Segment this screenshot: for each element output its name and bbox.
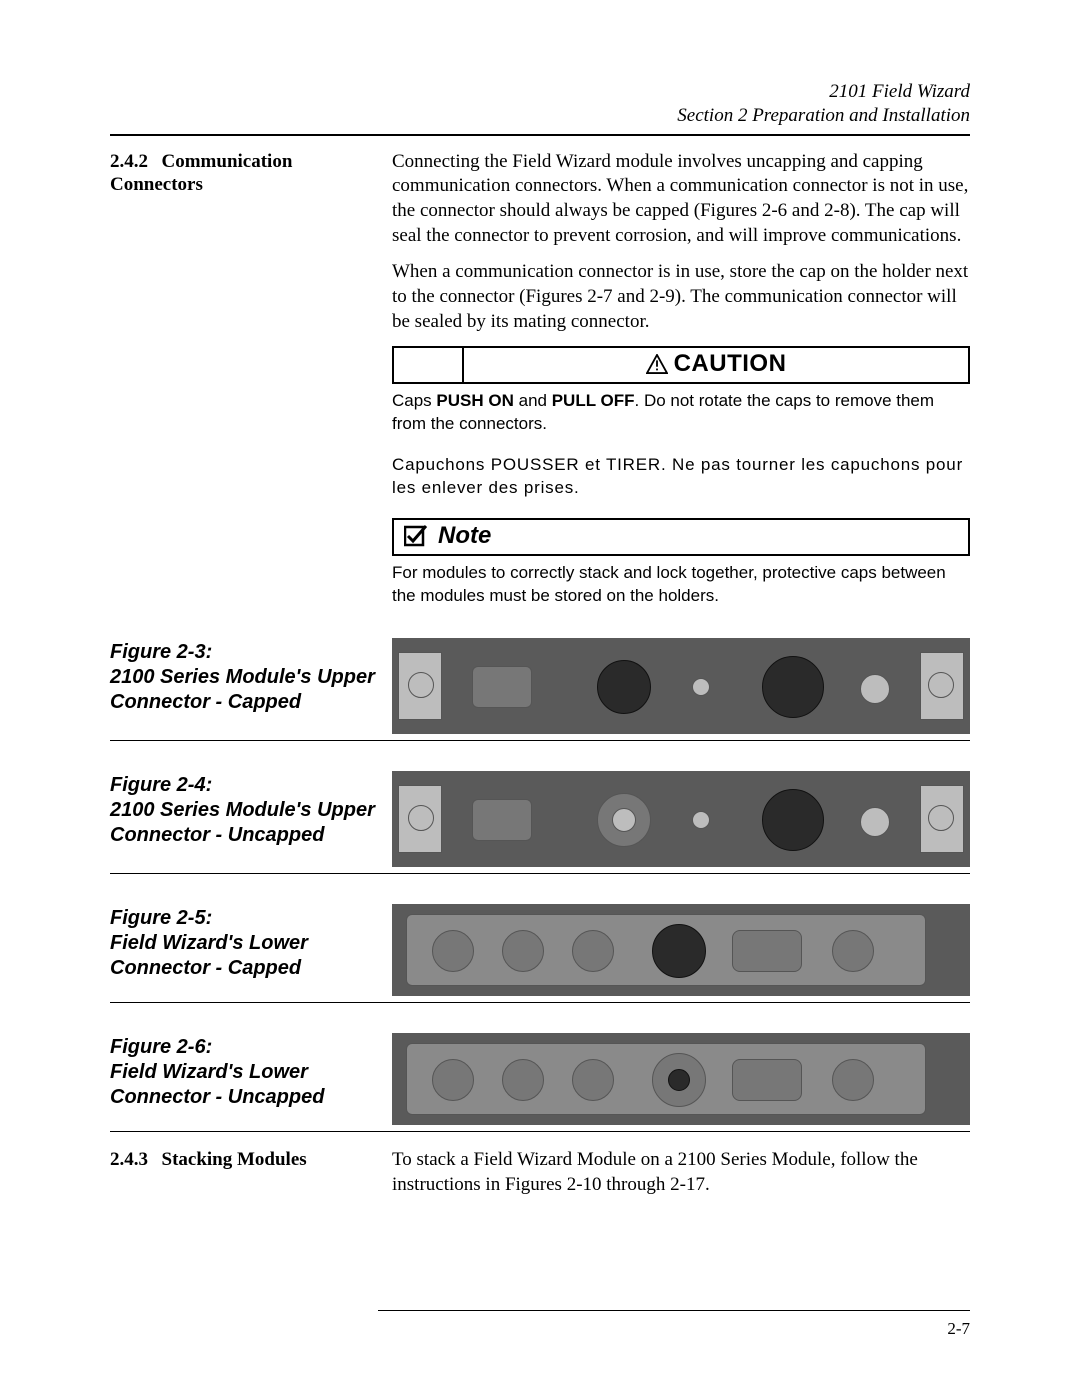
note-body: For modules to correctly stack and lock … [392,562,970,608]
section-242-number: 2.4.2 [110,151,148,172]
figure-caption-text: Field Wizard's Lower Connector - Uncappe… [110,1060,382,1110]
section-243-title: Stacking Modules [162,1149,307,1170]
figure-caption-text: Field Wizard's Lower Connector - Capped [110,931,382,981]
figure-rule [110,873,970,874]
header-product: 2101 Field Wizard [110,80,970,104]
figure-image [392,771,970,867]
figure-image [392,904,970,996]
section-243: 2.4.3 Stacking Modules To stack a Field … [110,1148,970,1209]
figure-rule [110,740,970,741]
checkbox-icon [404,524,428,548]
figure-caption: Figure 2-3: 2100 Series Module's Upper C… [110,638,382,734]
figure-block: Figure 2-5: Field Wizard's Lower Connect… [110,904,970,1003]
figure-caption: Figure 2-4: 2100 Series Module's Upper C… [110,771,382,867]
figure-block: Figure 2-4: 2100 Series Module's Upper C… [110,771,970,874]
section-242-heading: 2.4.2 Communication Connectors [110,150,370,608]
section-243-para1: To stack a Field Wizard Module on a 2100… [392,1148,970,1197]
manual-page: 2101 Field Wizard Section 2 Preparation … [0,0,1080,1397]
section-243-heading: 2.4.3 Stacking Modules [110,1148,370,1209]
footer-rule [378,1310,970,1311]
figure-rule [110,1131,970,1132]
caution-left-cell [394,348,464,382]
figure-rule [110,1002,970,1003]
section-242-para2: When a communication connector is in use… [392,260,970,334]
section-243-body: To stack a Field Wizard Module on a 2100… [392,1148,970,1209]
figures-region: Figure 2-3: 2100 Series Module's Upper C… [110,638,970,1132]
note-title: Note [438,522,491,550]
section-242-body: Connecting the Field Wizard module invol… [392,150,970,608]
caution-body-fr: Capuchons POUSSER et TIRER. Ne pas tourn… [392,454,970,500]
figure-image [392,638,970,734]
figure-image [392,1033,970,1125]
header-section: Section 2 Preparation and Installation [110,104,970,128]
section-242: 2.4.2 Communication Connectors Connectin… [110,150,970,608]
figure-caption: Figure 2-6: Field Wizard's Lower Connect… [110,1033,382,1125]
figure-caption: Figure 2-5: Field Wizard's Lower Connect… [110,904,382,996]
header-rule [110,134,970,136]
figure-number: Figure 2-4: [110,773,382,798]
note-box: Note [392,518,970,556]
figure-block: Figure 2-3: 2100 Series Module's Upper C… [110,638,970,741]
running-header: 2101 Field Wizard Section 2 Preparation … [110,80,970,128]
warning-icon [646,354,668,374]
figure-number: Figure 2-3: [110,640,382,665]
figure-number: Figure 2-6: [110,1035,382,1060]
figure-number: Figure 2-5: [110,906,382,931]
caution-body-en: Caps PUSH ON and PULL OFF. Do not rotate… [392,390,970,436]
caution-title-text: CAUTION [674,350,787,377]
section-243-number: 2.4.3 [110,1149,148,1170]
figure-block: Figure 2-6: Field Wizard's Lower Connect… [110,1033,970,1132]
section-242-para1: Connecting the Field Wizard module invol… [392,150,970,249]
caution-title: CAUTION [464,348,968,382]
caution-box: CAUTION [392,346,970,384]
figure-caption-text: 2100 Series Module's Upper Connector - U… [110,798,382,848]
figure-caption-text: 2100 Series Module's Upper Connector - C… [110,665,382,715]
page-number: 2-7 [947,1319,970,1339]
